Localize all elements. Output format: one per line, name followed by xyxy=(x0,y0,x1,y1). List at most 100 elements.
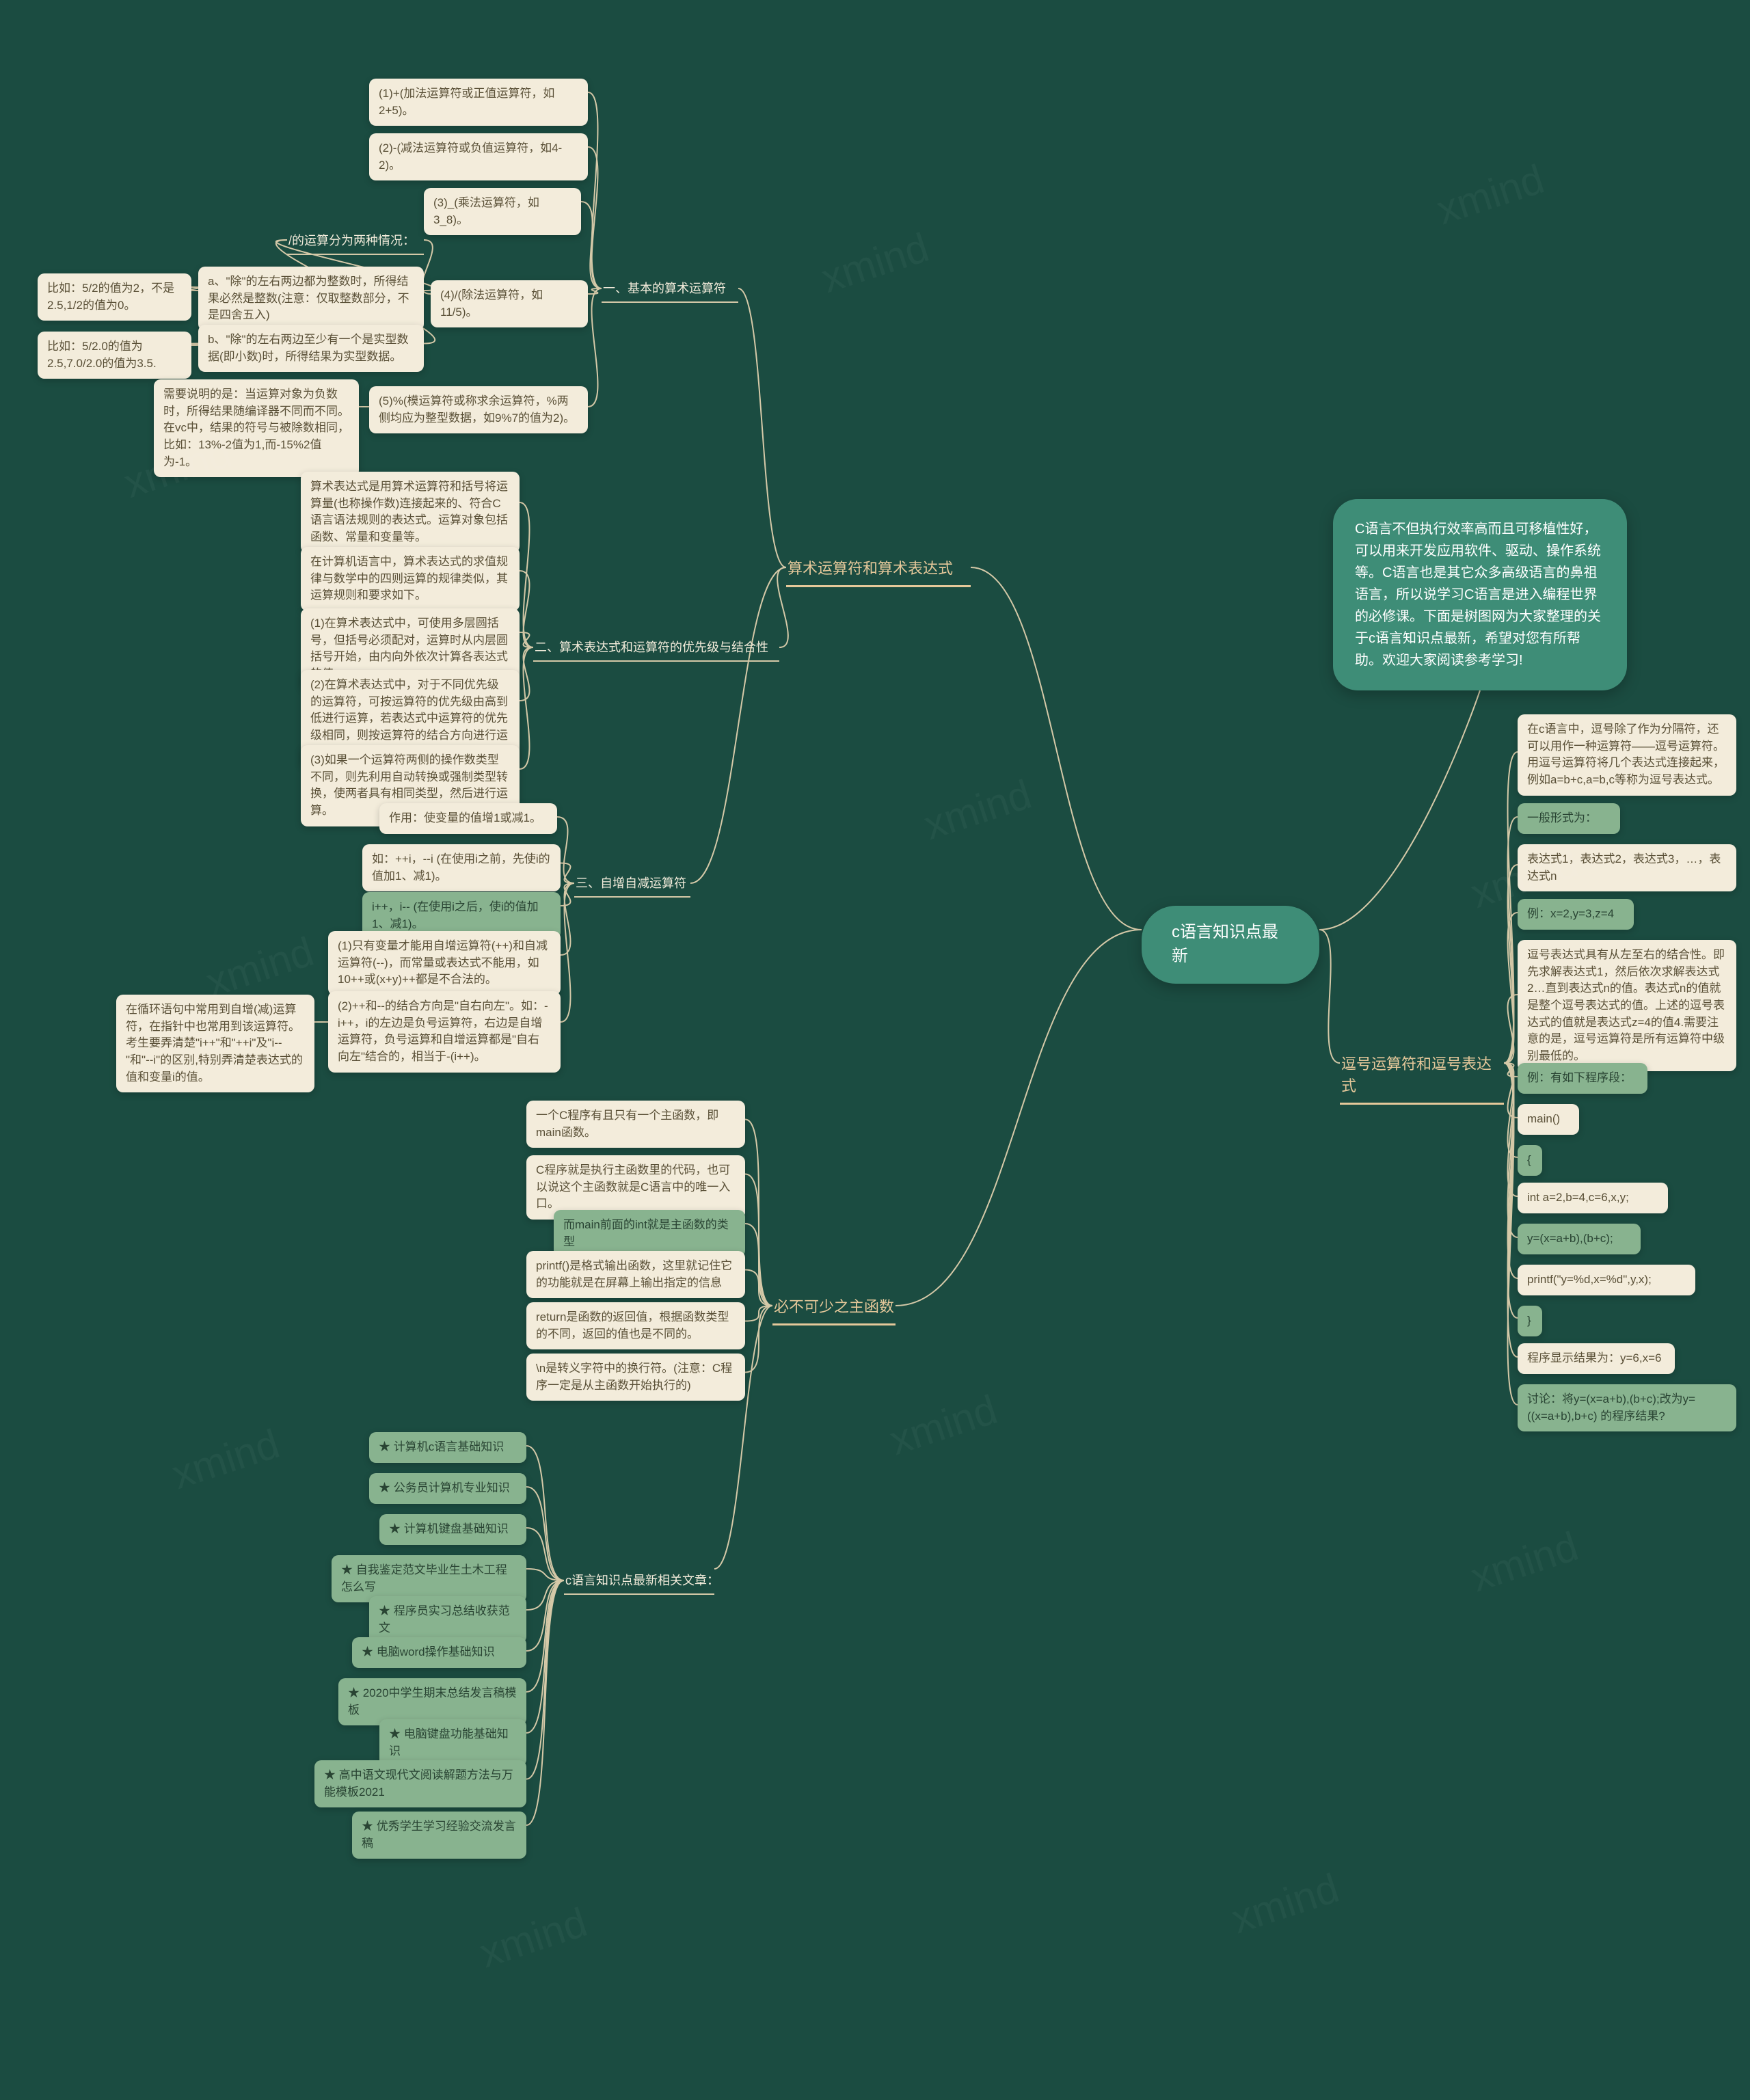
node-mf6: \n是转义字符中的换行符。(注意：C程序一定是从主函数开始执行的) xyxy=(526,1354,745,1401)
edge xyxy=(738,288,786,567)
node-related: c语言知识点最新相关文章： xyxy=(564,1569,714,1595)
node-ai1: 如：++i，--i (在使用i之前，先使i的值加1、减1)。 xyxy=(362,844,561,891)
node-r5: ★ 程序员实习总结收获范文 xyxy=(369,1596,526,1643)
node-text: 而main前面的int就是主函数的类型 xyxy=(563,1217,736,1250)
node-text: printf()是格式输出函数，这里就记住它的功能就是在屏幕上输出指定的信息 xyxy=(536,1258,736,1291)
node-mf3: 而main前面的int就是主函数的类型 xyxy=(554,1210,745,1257)
edge xyxy=(745,1306,772,1373)
node-text: ★ 高中语文现代文阅读解题方法与万能模板2021 xyxy=(324,1767,517,1801)
node-text: 三、自增自减运算符 xyxy=(576,874,686,892)
watermark: xmind xyxy=(1226,1864,1345,1943)
edge xyxy=(1504,1063,1518,1077)
edge xyxy=(526,1580,564,1733)
node-ab3: (3)_(乘法运算符，如3_8)。 xyxy=(424,188,581,235)
node-c5: 逗号表达式具有从左至右的结合性。即先求解表达式1，然后依次求解表达式2…直到表达… xyxy=(1518,940,1736,1071)
node-text: (3)_(乘法运算符，如3_8)。 xyxy=(433,195,571,228)
node-ab4: (4)/(除法运算符，如11/5)。 xyxy=(431,280,588,327)
node-text: ★ 计算机键盘基础知识 xyxy=(389,1521,509,1538)
node-c4: 例：x=2,y=3,z=4 xyxy=(1518,899,1634,930)
edge xyxy=(896,930,1142,1306)
node-ab5_note: 需要说明的是：当运算对象为负数时，所得结果随编译器不同而不同。在vc中，结果的符… xyxy=(154,379,359,477)
node-ab4b_ex: 比如：5/2.0的值为2.5,7.0/2.0的值为3.5. xyxy=(38,332,191,379)
node-text: 程序显示结果为：y=6,x=6 xyxy=(1527,1350,1662,1367)
node-c9: int a=2,b=4,c=6,x,y; xyxy=(1518,1183,1668,1213)
node-text: 逗号表达式具有从左至右的结合性。即先求解表达式1，然后依次求解表达式2…直到表达… xyxy=(1527,947,1727,1064)
node-c6: 例：有如下程序段： xyxy=(1518,1063,1647,1094)
edge xyxy=(971,567,1142,930)
node-r9: ★ 高中语文现代文阅读解题方法与万能模板2021 xyxy=(314,1760,526,1807)
node-text: 二、算术表达式和运算符的优先级与结合性 xyxy=(535,638,768,656)
node-text: (1)+(加法运算符或正值运算符，如2+5)。 xyxy=(379,85,578,119)
node-a_inc: 三、自增自减运算符 xyxy=(574,872,690,898)
edge xyxy=(690,567,786,883)
node-center: c语言知识点最新 xyxy=(1142,906,1319,984)
node-text: (1)只有变量才能用自增运算符(++)和自减运算符(--)，而常量或表达式不能用… xyxy=(338,938,551,988)
node-c12: } xyxy=(1518,1306,1542,1336)
node-text: 一般形式为： xyxy=(1527,810,1597,827)
node-text: ★ 自我鉴定范文毕业生土木工程怎么写 xyxy=(341,1562,517,1596)
node-text: (5)%(模运算符或称求余运算符，%两侧均应为整型数据，如9%7的值为2)。 xyxy=(379,393,578,427)
node-text: y=(x=a+b),(b+c); xyxy=(1527,1230,1613,1248)
node-text: ★ 电脑word操作基础知识 xyxy=(362,1644,495,1661)
node-text: 在循环语句中常用到自增(减)运算符，在指针中也常用到该运算符。考生要弄清楚"i+… xyxy=(126,1001,305,1086)
edge xyxy=(1504,1063,1518,1157)
node-c8: { xyxy=(1518,1145,1542,1176)
node-mf4: printf()是格式输出函数，这里就记住它的功能就是在屏幕上输出指定的信息 xyxy=(526,1251,745,1298)
edge xyxy=(526,1446,564,1580)
node-ab2: (2)-(减法运算符或负值运算符，如4-2)。 xyxy=(369,133,588,180)
node-text: ★ 优秀学生学习经验交流发言稿 xyxy=(362,1818,517,1852)
node-ab4a: a、"除"的左右两边都为整数时，所得结果必然是整数(注意：仅取整数部分，不是四舍… xyxy=(198,267,424,331)
node-ai3: (1)只有变量才能用自增运算符(++)和自减运算符(--)，而常量或表达式不能用… xyxy=(328,931,561,995)
node-c2: 一般形式为： xyxy=(1518,803,1620,834)
edge xyxy=(745,1120,772,1306)
node-arith: 算术运算符和算术表达式 xyxy=(786,554,971,587)
node-r7: ★ 2020中学生期末总结发言稿模板 xyxy=(338,1678,526,1725)
node-text: b、"除"的左右两边至少有一个是实型数据(即小数)时，所得结果为实型数据。 xyxy=(208,332,414,365)
node-intro: C语言不但执行效率高而且可移植性好，可以用来开发应用软件、驱动、操作系统等。C语… xyxy=(1333,499,1627,690)
node-text: ★ 公务员计算机专业知识 xyxy=(379,1480,510,1497)
watermark: xmind xyxy=(166,1420,285,1498)
node-ab4a_ex: 比如：5/2的值为2，不是2.5,1/2的值为0。 xyxy=(38,273,191,321)
edge xyxy=(1504,1063,1518,1318)
edge xyxy=(1319,690,1480,930)
edge xyxy=(1504,1063,1518,1196)
node-ai4_ex: 在循环语句中常用到自增(减)运算符，在指针中也常用到该运算符。考生要弄清楚"i+… xyxy=(116,995,314,1092)
node-ab1: (1)+(加法运算符或正值运算符，如2+5)。 xyxy=(369,79,588,126)
edge xyxy=(1504,1063,1518,1118)
node-text: (2)-(减法运算符或负值运算符，如4-2)。 xyxy=(379,140,578,174)
node-ab4b: b、"除"的左右两边至少有一个是实型数据(即小数)时，所得结果为实型数据。 xyxy=(198,325,424,372)
edge xyxy=(1504,865,1518,1063)
edge xyxy=(1504,995,1518,1063)
node-text: ★ 2020中学生期末总结发言稿模板 xyxy=(348,1685,517,1719)
node-mf5: return是函数的返回值，根据函数类型的不同，返回的值也是不同的。 xyxy=(526,1302,745,1349)
edge xyxy=(561,883,574,906)
node-text: ★ 计算机c语言基础知识 xyxy=(379,1439,504,1456)
watermark: xmind xyxy=(918,770,1037,849)
node-text: return是函数的返回值，根据函数类型的不同，返回的值也是不同的。 xyxy=(536,1309,736,1343)
node-text: ★ 电脑键盘功能基础知识 xyxy=(389,1726,517,1760)
edge xyxy=(520,647,533,769)
edge xyxy=(561,883,574,955)
node-text: } xyxy=(1527,1312,1531,1330)
node-c7: main() xyxy=(1518,1104,1579,1135)
watermark: xmind xyxy=(1431,155,1550,234)
watermark: xmind xyxy=(816,224,934,302)
edge xyxy=(526,1528,564,1580)
node-c1: 在c语言中，逗号除了作为分隔符，还可以用作一种运算符——逗号运算符。用逗号运算符… xyxy=(1518,714,1736,796)
node-text: 在c语言中，逗号除了作为分隔符，还可以用作一种运算符——逗号运算符。用逗号运算符… xyxy=(1527,721,1727,789)
node-text: 一、基本的算术运算符 xyxy=(603,280,726,297)
node-text: 例：x=2,y=3,z=4 xyxy=(1527,906,1614,923)
node-text: 需要说明的是：当运算对象为负数时，所得结果随编译器不同而不同。在vc中，结果的符… xyxy=(163,386,349,470)
node-text: 表达式1，表达式2，表达式3，…，表达式n xyxy=(1527,851,1727,885)
mindmap-canvas: c语言知识点最新 C语言不但执行效率高而且可移植性好，可以用来开发应用软件、驱动、… xyxy=(0,0,1750,2100)
edge xyxy=(1504,1063,1518,1237)
node-text: 算术表达式是用算术运算符和括号将运算量(也称操作数)连接起来的、符合C语言语法规… xyxy=(310,479,510,546)
node-c3: 表达式1，表达式2，表达式3，…，表达式n xyxy=(1518,844,1736,891)
edge xyxy=(588,288,602,294)
node-c10: y=(x=a+b),(b+c); xyxy=(1518,1224,1641,1254)
node-text: a、"除"的左右两边都为整数时，所得结果必然是整数(注意：仅取整数部分，不是四舍… xyxy=(208,273,414,324)
node-text: 比如：5/2.0的值为2.5,7.0/2.0的值为3.5. xyxy=(47,338,182,372)
edge xyxy=(588,147,602,288)
watermark: xmind xyxy=(474,1898,593,1977)
node-text: c语言知识点最新相关文章： xyxy=(565,1572,719,1589)
